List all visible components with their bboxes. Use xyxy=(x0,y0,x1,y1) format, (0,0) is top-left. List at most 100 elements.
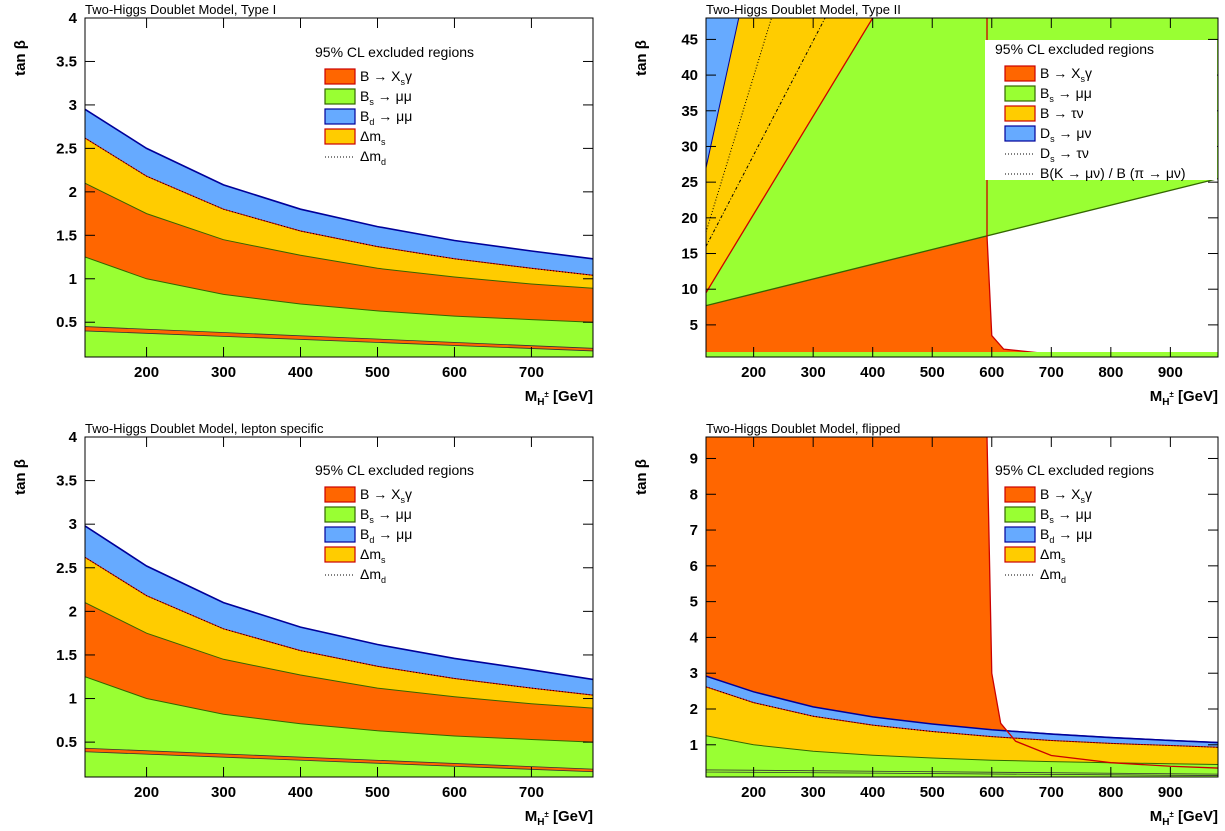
legend-label: B → Xsγ xyxy=(360,486,412,505)
x-tick-label: 700 xyxy=(519,784,544,801)
legend-swatch-green xyxy=(1004,506,1036,523)
btn-edge xyxy=(706,18,874,294)
y-tick-label: 1 xyxy=(69,271,77,288)
y-tick-label: 2 xyxy=(69,603,77,620)
x-tick-label: 900 xyxy=(1158,364,1183,381)
legend-label: Bs → μμ xyxy=(360,88,412,107)
legend-swatch-orange xyxy=(324,486,356,503)
legend-label: Δmd xyxy=(1040,566,1066,585)
legend-swatch-yellow xyxy=(324,128,356,145)
x-tick-label: 200 xyxy=(741,784,766,801)
legend-label: B → Xsγ xyxy=(1040,65,1092,84)
lower-band xyxy=(85,747,593,773)
chart-panel-type2: 200 300 400 500 600 700 800 900 5 10 15 20 25 30 35 40 4… xyxy=(633,2,1219,408)
y-tick-label: 3.5 xyxy=(56,53,77,70)
x-tick-label: 400 xyxy=(288,364,313,381)
x-tick-label: 800 xyxy=(1098,364,1123,381)
band-edge-blue xyxy=(85,108,593,260)
legend-label: Δms xyxy=(360,128,386,147)
y-tick-label: 1.5 xyxy=(56,227,77,244)
legend-header: 95% CL excluded regions xyxy=(995,41,1154,57)
chart-title: Two-Higgs Doublet Model, flipped xyxy=(706,421,900,436)
x-axis-label: MH± [GeV] xyxy=(1150,808,1218,828)
y-tick-label: 3 xyxy=(69,97,77,114)
y-tick-label: 2 xyxy=(690,701,698,718)
legend-swatch-yellow xyxy=(324,546,356,563)
bsmm-edge xyxy=(706,177,1218,307)
x-tick-label: 600 xyxy=(442,784,467,801)
y-axis-label: tan β xyxy=(633,40,650,76)
legend-header: 95% CL excluded regions xyxy=(315,44,474,60)
x-tick-label: 700 xyxy=(1039,364,1064,381)
x-tick-label: 600 xyxy=(442,364,467,381)
plot-frame xyxy=(84,436,594,778)
legend-label: B → τν xyxy=(1040,105,1084,121)
band-edge-orange xyxy=(85,182,593,289)
y-tick-label: 10 xyxy=(681,281,698,298)
legend-swatch-green xyxy=(1004,85,1036,102)
y-tick-label: 1 xyxy=(690,737,698,754)
y-tick-label: 4 xyxy=(690,629,699,646)
x-tick-label: 500 xyxy=(365,784,390,801)
y-tick-label: 7 xyxy=(690,522,698,539)
lower-band xyxy=(706,769,1218,776)
x-tick-label: 700 xyxy=(1039,784,1064,801)
y-tick-label: 40 xyxy=(681,67,698,84)
y-tick-label: 35 xyxy=(681,103,698,120)
y-tick-label: 2.5 xyxy=(56,560,77,577)
y-tick-label: 5 xyxy=(690,317,698,334)
bxs-tail xyxy=(986,437,1218,769)
y-tick-label: 1.5 xyxy=(56,647,77,664)
y-tick-label: 4 xyxy=(69,10,78,27)
legend-swatch-green xyxy=(324,88,356,105)
legend-label: Bd → μμ xyxy=(360,108,412,127)
band-green xyxy=(85,676,593,777)
dotted-limit-line xyxy=(706,18,772,233)
band-orange xyxy=(706,437,1218,777)
y-axis-label: tan β xyxy=(12,459,29,495)
legend-label: Ds → μν xyxy=(1040,125,1091,144)
y-tick-label: 3.5 xyxy=(56,473,77,490)
y-tick-label: 3 xyxy=(69,516,77,533)
x-tick-label: 200 xyxy=(134,364,159,381)
legend-swatch-yellow xyxy=(1004,105,1036,122)
plot-frame xyxy=(705,17,1219,358)
y-tick-label: 45 xyxy=(681,31,698,48)
chart-title: Two-Higgs Doublet Model, Type II xyxy=(706,2,901,17)
plot-frame xyxy=(84,17,594,358)
y-tick-label: 2.5 xyxy=(56,140,77,157)
x-tick-label: 300 xyxy=(211,364,236,381)
chart-title: Two-Higgs Doublet Model, lepton specific xyxy=(85,421,324,436)
legend-swatch-green xyxy=(324,506,356,523)
legend-label: Bd → μμ xyxy=(360,526,412,545)
y-tick-label: 6 xyxy=(690,558,698,575)
legend-swatch-blue xyxy=(324,526,356,543)
x-tick-label: 800 xyxy=(1098,784,1123,801)
band-edge-green xyxy=(706,735,1218,765)
plot-frame xyxy=(705,436,1219,778)
lower-band xyxy=(85,326,593,352)
y-axis-label: tan β xyxy=(12,40,29,76)
x-tick-label: 300 xyxy=(211,784,236,801)
legend-label: Bs → μμ xyxy=(1040,506,1092,525)
x-tick-label: 500 xyxy=(920,784,945,801)
x-tick-label: 600 xyxy=(979,364,1004,381)
band-edge-orange xyxy=(85,602,593,709)
band-edge-green xyxy=(85,256,593,323)
band-edge-blue xyxy=(85,525,593,681)
legend-label: Bs → μμ xyxy=(1040,85,1092,104)
chart-title: Two-Higgs Doublet Model, Type I xyxy=(85,2,276,17)
x-axis-label: MH± [GeV] xyxy=(525,388,593,408)
x-tick-label: 600 xyxy=(979,784,1004,801)
legend-swatch-blue xyxy=(1004,125,1036,142)
chart-panel-lepton: 200 300 400 500 600 700 0.5 1 1.5 2 2.5 3 3.5 4 Two-Hi… xyxy=(12,421,594,828)
band-edge-blue xyxy=(706,675,1218,744)
legend-swatch-orange xyxy=(324,68,356,85)
x-tick-label: 400 xyxy=(860,364,885,381)
legend-swatch-yellow xyxy=(1004,546,1036,563)
x-tick-label: 300 xyxy=(801,784,826,801)
x-tick-label: 400 xyxy=(860,784,885,801)
dm-d-line xyxy=(706,686,1218,748)
dotted-limit-line xyxy=(706,18,826,247)
